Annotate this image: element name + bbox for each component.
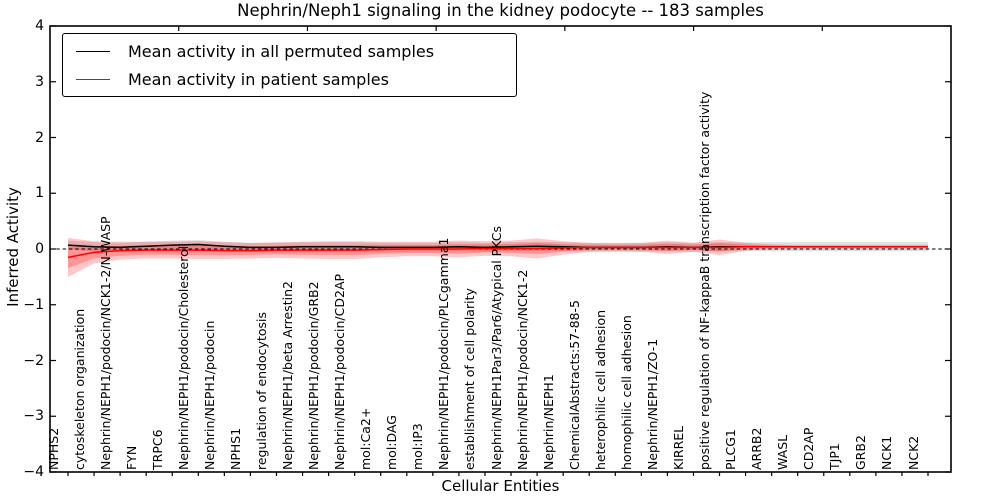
x-tick-label: Nephrin/NEPH1	[540, 374, 556, 470]
y-tick-label: −1	[23, 296, 44, 313]
legend-line-permuted	[76, 50, 110, 52]
x-tick-label: establishment of cell polarity	[462, 288, 478, 470]
y-tick-label: −4	[23, 464, 44, 480]
plot-border	[49, 25, 952, 473]
x-tick-label: NCK1	[879, 435, 895, 470]
y-tick-label: 3	[35, 73, 44, 90]
y-tick-label: 4	[35, 18, 44, 34]
x-tick-label: mol:DAG	[384, 415, 400, 470]
x-tick-label: mol:IP3	[410, 423, 426, 470]
x-tick-label: ChemicalAbstracts:57-88-5	[566, 300, 582, 470]
legend-line-patient	[76, 78, 110, 80]
patient-mean-line	[67, 246, 928, 259]
x-tick-label: NCK2	[905, 435, 921, 470]
x-tick-label: NPHS1	[227, 427, 243, 470]
legend-label: Mean activity in all permuted samples	[128, 41, 435, 61]
legend-entry: Mean activity in all permuted samples	[63, 40, 516, 62]
y-tick-label: 2	[35, 129, 44, 146]
x-tick-label: GRB2	[853, 435, 869, 470]
x-tick-label: Nephrin/NEPH1/podocin/NCK1-2/N-WASP	[97, 216, 113, 470]
legend-label: Mean activity in patient samples	[128, 69, 389, 89]
x-tick-label: Nephrin/NEPH1/podocin	[201, 320, 217, 470]
x-tick-label: KIRREL	[670, 425, 686, 470]
x-tick-label: WASL	[775, 434, 791, 470]
x-tick-label: ARRB2	[749, 427, 765, 470]
x-tick-label: regulation of endocytosis	[253, 312, 269, 470]
y-tick-label: −3	[23, 408, 44, 425]
x-tick-label: Nephrin/NEPH1Par3/Par6/Atypical PKCs	[488, 226, 504, 470]
x-axis-title: Cellular Entities	[441, 477, 560, 495]
x-tick-label: Nephrin/NEPH1/podocin/GRB2	[306, 281, 322, 470]
x-tick-label: CD2AP	[801, 427, 817, 470]
x-tick-label: homophilic cell adhesion	[618, 315, 634, 470]
x-tick-label: FYN	[123, 445, 139, 470]
x-tick-label: heterophilic cell adhesion	[592, 309, 608, 470]
y-tick-label: 1	[35, 185, 44, 202]
x-tick-label: Nephrin/NEPH1/beta Arrestin2	[280, 281, 296, 470]
x-tick-label: PLCG1	[723, 429, 739, 470]
x-tick-label: Nephrin/NEPH1/podocin/CD2AP	[332, 273, 348, 470]
x-tick-label: Nephrin/NEPH1/podocin/Cholesterol	[175, 245, 191, 470]
y-axis-title: Inferred Activity	[4, 187, 22, 307]
x-tick-label: Nephrin/NEPH1/podocin/PLCgamma1	[436, 237, 452, 470]
y-tick-label: 0	[35, 241, 44, 257]
x-tick-label: NPHS2	[45, 427, 61, 470]
x-tick-label: Nephrin/NEPH1/ZO-1	[644, 338, 660, 470]
x-tick-label: TJP1	[827, 443, 843, 470]
chart-title: Nephrin/Neph1 signaling in the kidney po…	[237, 1, 764, 20]
x-tick-label: cytoskeleton organization	[71, 308, 87, 470]
x-tick-label: mol:Ca2+	[358, 407, 374, 470]
y-tick-label: −2	[23, 352, 44, 369]
legend: Mean activity in all permuted samples Me…	[62, 33, 517, 97]
legend-entry: Mean activity in patient samples	[63, 68, 516, 90]
x-tick-label: Nephrin/NEPH1/podocin/NCK1-2	[514, 269, 530, 470]
x-tick-label: positive regulation of NF-kappaB transcr…	[697, 91, 712, 470]
x-tick-label: TRPC6	[149, 429, 165, 470]
